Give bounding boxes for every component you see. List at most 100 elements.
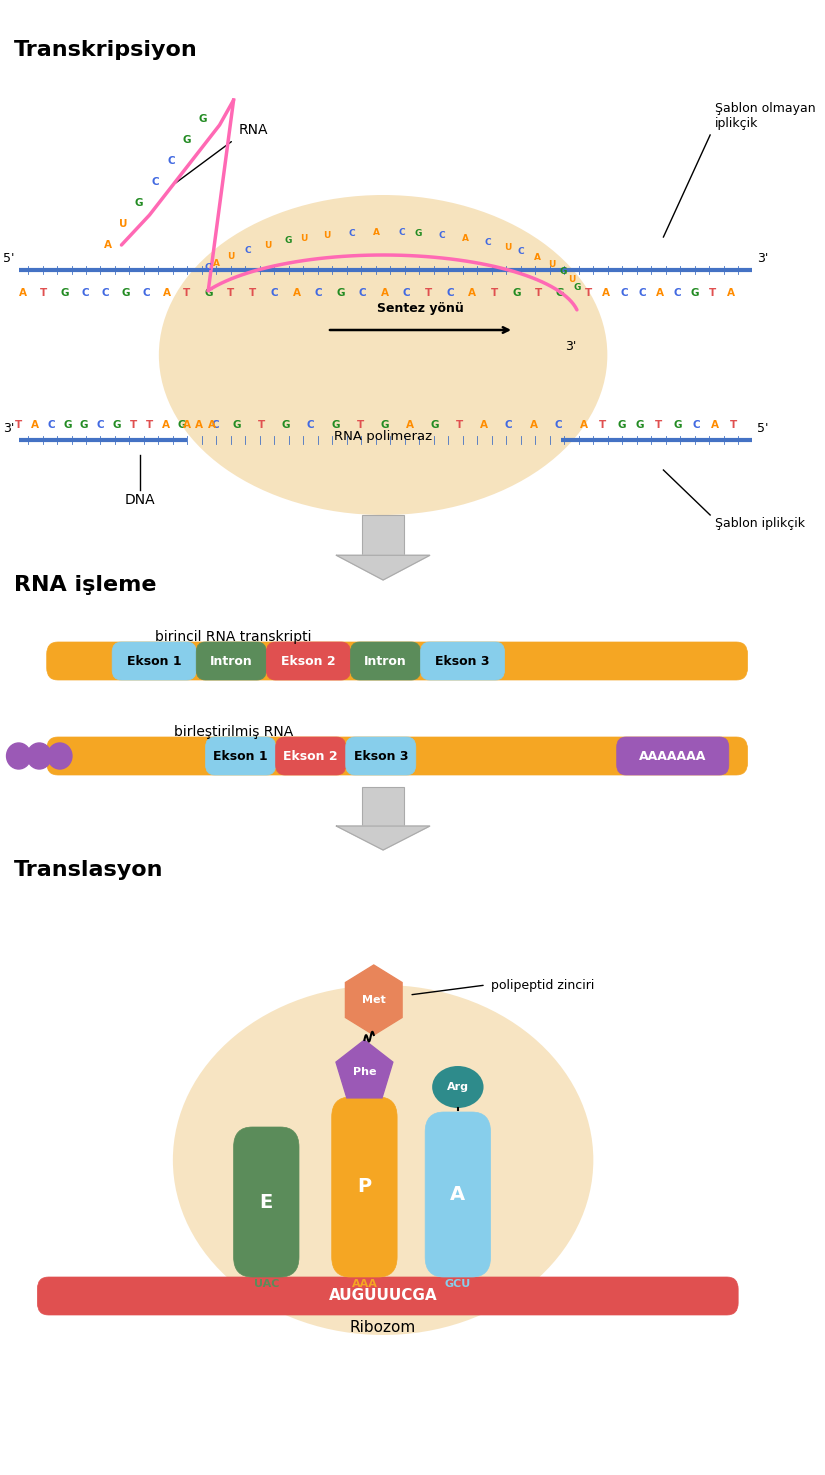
Text: U: U — [228, 252, 235, 261]
Text: T: T — [183, 288, 191, 298]
Text: Ekson 3: Ekson 3 — [354, 749, 408, 763]
Text: A: A — [462, 235, 469, 243]
Polygon shape — [337, 555, 430, 580]
Text: Ekson 2: Ekson 2 — [281, 655, 336, 668]
Text: Ekson 1: Ekson 1 — [127, 655, 182, 668]
Text: T: T — [655, 420, 662, 431]
Text: A: A — [103, 240, 111, 249]
Text: T: T — [425, 288, 432, 298]
Text: G: G — [573, 283, 581, 292]
Text: C: C — [674, 288, 681, 298]
Text: G: G — [414, 229, 422, 237]
Text: Şablon iplikçik: Şablon iplikçik — [714, 518, 805, 530]
Text: T: T — [146, 420, 153, 431]
FancyBboxPatch shape — [425, 1112, 491, 1277]
Text: G: G — [205, 288, 213, 298]
Text: birincil RNA transkripti: birincil RNA transkripti — [155, 630, 312, 645]
Text: RNA: RNA — [238, 122, 268, 137]
Text: C: C — [484, 237, 491, 246]
Text: G: G — [122, 288, 130, 298]
Text: E: E — [260, 1192, 273, 1211]
Text: C: C — [517, 246, 524, 255]
Polygon shape — [346, 965, 402, 1035]
Text: Sentez yönü: Sentez yönü — [377, 302, 464, 316]
FancyBboxPatch shape — [266, 642, 351, 680]
Text: G: G — [380, 420, 389, 431]
Circle shape — [7, 743, 31, 768]
Text: AUGUUUCGA: AUGUUUCGA — [329, 1289, 437, 1304]
Text: C: C — [211, 420, 219, 431]
Text: T: T — [356, 420, 364, 431]
Text: RNA polimeraz: RNA polimeraz — [334, 431, 432, 442]
Text: AAAAAAA: AAAAAAA — [639, 749, 706, 763]
Text: G: G — [337, 288, 345, 298]
Text: birleştirilmiş RNA: birleştirilmiş RNA — [174, 726, 293, 739]
Text: Intron: Intron — [210, 655, 252, 668]
Polygon shape — [336, 1040, 393, 1097]
Text: C: C — [348, 229, 355, 237]
Text: C: C — [398, 229, 405, 237]
Text: U: U — [299, 233, 307, 242]
Text: A: A — [480, 420, 488, 431]
Text: A: A — [656, 288, 663, 298]
Text: C: C — [446, 288, 455, 298]
Text: A: A — [31, 420, 39, 431]
Text: GCU: GCU — [445, 1279, 471, 1289]
Text: G: G — [559, 267, 567, 276]
Text: G: G — [232, 420, 241, 431]
Text: A: A — [580, 420, 588, 431]
Text: AAA: AAA — [351, 1279, 377, 1289]
Text: A: A — [19, 288, 27, 298]
Text: C: C — [315, 288, 323, 298]
Text: C: C — [505, 420, 512, 431]
Text: A: A — [293, 288, 300, 298]
Text: A: A — [450, 1184, 465, 1204]
Text: C: C — [307, 420, 314, 431]
Ellipse shape — [159, 195, 607, 515]
Text: 5': 5' — [2, 252, 14, 266]
FancyBboxPatch shape — [346, 738, 416, 774]
Text: C: C — [48, 420, 55, 431]
Text: C: C — [143, 288, 150, 298]
Text: U: U — [323, 230, 331, 240]
Text: Şablon olmayan
iplikçik: Şablon olmayan iplikçik — [714, 102, 815, 130]
Text: G: G — [691, 288, 700, 298]
Text: C: C — [81, 288, 89, 298]
Text: UAC: UAC — [253, 1279, 279, 1289]
Text: C: C — [101, 288, 110, 298]
Text: A: A — [373, 229, 380, 237]
Text: DNA: DNA — [125, 493, 155, 507]
Text: A: A — [195, 420, 203, 431]
Text: G: G — [285, 236, 292, 245]
Text: polipeptid zinciri: polipeptid zinciri — [491, 978, 594, 991]
FancyBboxPatch shape — [233, 1127, 299, 1277]
FancyBboxPatch shape — [332, 1097, 397, 1277]
FancyBboxPatch shape — [112, 642, 196, 680]
Text: G: G — [135, 198, 144, 208]
Text: Ekson 2: Ekson 2 — [283, 749, 338, 763]
Text: G: G — [182, 136, 191, 145]
FancyBboxPatch shape — [196, 642, 266, 680]
Text: C: C — [620, 288, 628, 298]
Text: T: T — [15, 420, 22, 431]
Text: T: T — [130, 420, 137, 431]
Text: G: G — [60, 288, 68, 298]
Polygon shape — [337, 826, 430, 850]
Text: Arg: Arg — [447, 1083, 469, 1092]
Text: G: G — [512, 288, 521, 298]
Text: T: T — [227, 288, 234, 298]
Text: 3': 3' — [565, 341, 577, 353]
FancyBboxPatch shape — [362, 788, 404, 826]
Text: A: A — [208, 420, 215, 431]
Text: A: A — [163, 288, 172, 298]
Text: A: A — [534, 252, 540, 261]
Text: T: T — [730, 420, 737, 431]
Text: C: C — [439, 232, 446, 240]
Text: P: P — [357, 1177, 371, 1196]
Text: U: U — [504, 243, 512, 252]
Text: T: T — [491, 288, 498, 298]
Text: Met: Met — [362, 996, 385, 1004]
Text: C: C — [638, 288, 646, 298]
Circle shape — [48, 743, 72, 768]
Text: A: A — [213, 258, 220, 267]
